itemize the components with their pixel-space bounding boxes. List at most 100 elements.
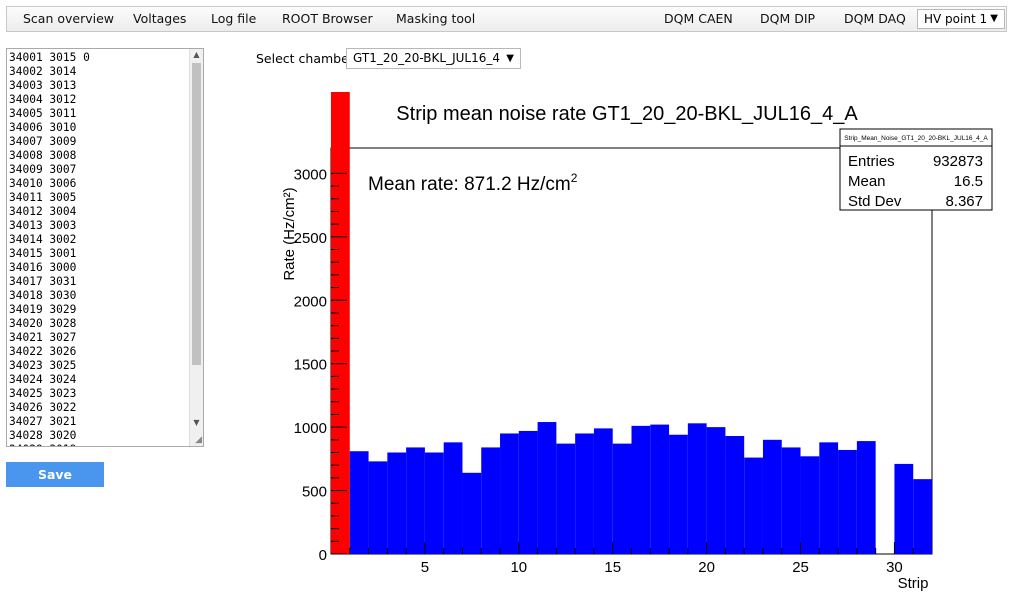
y-tick-label: 1000 bbox=[294, 420, 327, 437]
mapping-line: 34004 3012 bbox=[9, 93, 77, 106]
mapping-line: 34016 3000 bbox=[9, 261, 77, 274]
y-axis-label: Rate (Hz/cm²) bbox=[281, 187, 298, 280]
y-tick-label: 1500 bbox=[294, 357, 327, 374]
chevron-down-icon: ▼ bbox=[990, 13, 998, 24]
stats-entries-value: 932873 bbox=[933, 153, 983, 170]
histogram-bar bbox=[650, 424, 670, 554]
nav-root-browser[interactable]: ROOT Browser bbox=[282, 11, 373, 26]
y-tick-label: 3000 bbox=[294, 166, 327, 183]
histogram-bar bbox=[913, 479, 932, 554]
mapping-line: 34028 3020 bbox=[9, 429, 77, 442]
histogram-bar bbox=[612, 443, 632, 554]
mapping-line: 34008 3008 bbox=[9, 149, 77, 162]
x-tick-label: 25 bbox=[792, 559, 809, 576]
stats-entries-label: Entries bbox=[848, 153, 895, 170]
mapping-line: 34010 3006 bbox=[9, 177, 77, 190]
histogram-bar bbox=[556, 443, 576, 554]
histogram-bar bbox=[687, 423, 707, 554]
mapping-line: 34014 3002 bbox=[9, 233, 77, 246]
mapping-line: 34006 3010 bbox=[9, 121, 77, 134]
histogram-bar bbox=[518, 430, 538, 554]
mapping-line: 34005 3011 bbox=[9, 107, 77, 120]
histogram-bar bbox=[443, 442, 463, 554]
histogram-bar bbox=[387, 452, 407, 554]
mapping-line: 34002 3014 bbox=[9, 65, 77, 78]
histogram-bar bbox=[331, 92, 350, 555]
chevron-down-icon: ▼ bbox=[506, 53, 514, 64]
mean-rate-annotation: Mean rate: 871.2 Hz/cm2 bbox=[368, 171, 578, 195]
mapping-line: 34019 3029 bbox=[9, 303, 77, 316]
mapping-line: 34018 3030 bbox=[9, 289, 77, 302]
histogram-bar bbox=[781, 447, 801, 554]
x-tick-label: 30 bbox=[886, 559, 903, 576]
mapping-line: 34025 3023 bbox=[9, 387, 77, 400]
mapping-line: 34011 3005 bbox=[9, 191, 77, 204]
x-axis-label: Strip bbox=[898, 575, 929, 592]
y-tick-label: 500 bbox=[302, 484, 327, 501]
x-tick-label: 10 bbox=[510, 559, 527, 576]
y-tick-label: 2000 bbox=[294, 293, 327, 310]
nav-dqm-daq[interactable]: DQM DAQ bbox=[844, 11, 906, 26]
histogram-bar bbox=[762, 439, 782, 554]
nav-log-file[interactable]: Log file bbox=[211, 11, 257, 26]
y-tick-label: 2500 bbox=[294, 230, 327, 247]
mapping-line: 34024 3024 bbox=[9, 373, 77, 386]
stats-mean-value: 16.5 bbox=[954, 173, 983, 190]
histogram-bar bbox=[819, 442, 839, 554]
histogram-bar bbox=[537, 422, 557, 554]
histogram-bar bbox=[669, 434, 688, 554]
hv-point-select[interactable]: HV point 1 ▼ bbox=[917, 9, 1005, 29]
y-tick-label: 0 bbox=[319, 547, 327, 564]
histogram-bar bbox=[800, 456, 820, 554]
mapping-scrollbar[interactable]: ▲ ▼ bbox=[189, 49, 203, 446]
x-tick-label: 20 bbox=[698, 559, 715, 576]
x-tick-label: 5 bbox=[421, 559, 429, 576]
nav-dqm-caen[interactable]: DQM CAEN bbox=[664, 11, 733, 26]
scroll-up-icon[interactable]: ▲ bbox=[193, 50, 200, 59]
histogram-bar bbox=[631, 425, 651, 554]
mapping-line: 34013 3003 bbox=[9, 219, 77, 232]
mapping-line: 34023 3025 bbox=[9, 359, 77, 372]
histogram-bar bbox=[424, 452, 444, 554]
mapping-line: 34020 3028 bbox=[9, 317, 77, 330]
nav-scan-overview[interactable]: Scan overview bbox=[23, 11, 115, 26]
mapping-textarea[interactable]: 34001 3015 0 34002 3014 34003 3013 34004 30… bbox=[6, 48, 204, 447]
histogram-bar bbox=[744, 457, 763, 554]
save-mapping-button[interactable]: Save mapping bbox=[6, 462, 104, 507]
mapping-line: 34009 3007 bbox=[9, 163, 77, 176]
select-chamber-label: Select chamber: bbox=[256, 51, 358, 66]
histogram-bar bbox=[856, 441, 876, 554]
chamber-select-value: GT1_20_20-BKL_JUL16_4 bbox=[353, 51, 500, 65]
scrollbar-thumb[interactable] bbox=[192, 63, 201, 365]
histogram-bar bbox=[575, 433, 594, 554]
scroll-down-icon[interactable]: ▼ bbox=[193, 418, 200, 427]
mapping-line: 34029 3019 bbox=[9, 443, 191, 446]
histogram-bar bbox=[368, 461, 388, 554]
mapping-line: 34012 3004 bbox=[9, 205, 77, 218]
histogram-bar bbox=[406, 447, 425, 554]
mapping-line: 34015 3001 bbox=[9, 247, 77, 260]
mapping-line: 34007 3009 bbox=[9, 135, 77, 148]
mapping-text: 34001 3015 0 34002 3014 34003 3013 34004 30… bbox=[9, 51, 191, 446]
histogram-bar bbox=[838, 449, 857, 554]
mapping-line: 34026 3022 bbox=[9, 401, 77, 414]
histogram-bar bbox=[500, 433, 519, 554]
histogram-bar bbox=[593, 428, 613, 554]
mapping-line: 34003 3013 bbox=[9, 79, 77, 92]
histogram-bar bbox=[894, 463, 914, 554]
stats-mean-label: Mean bbox=[848, 173, 886, 190]
histogram-bar bbox=[706, 427, 726, 554]
nav-voltages[interactable]: Voltages bbox=[133, 11, 187, 26]
stats-box: Strip_Mean_Noise_GT1_20_20-BKL_JUL16_4_A… bbox=[839, 128, 993, 211]
histogram-bar bbox=[349, 451, 369, 554]
mapping-line: 34017 3031 bbox=[9, 275, 77, 288]
histogram-bar bbox=[462, 472, 482, 554]
chart-title: Strip mean noise rate GT1_20_20-BKL_JUL1… bbox=[396, 103, 858, 125]
nav-dqm-dip[interactable]: DQM DIP bbox=[760, 11, 816, 26]
mapping-line: 34027 3021 bbox=[9, 415, 77, 428]
chamber-select[interactable]: GT1_20_20-BKL_JUL16_4 ▼ bbox=[346, 48, 521, 69]
top-nav-bar: Scan overview Voltages Log file ROOT Bro… bbox=[6, 6, 1007, 32]
resize-handle-icon[interactable]: ◢ bbox=[195, 435, 202, 445]
nav-masking-tool[interactable]: Masking tool bbox=[396, 11, 476, 26]
stats-stddev-value: 8.367 bbox=[945, 193, 983, 210]
